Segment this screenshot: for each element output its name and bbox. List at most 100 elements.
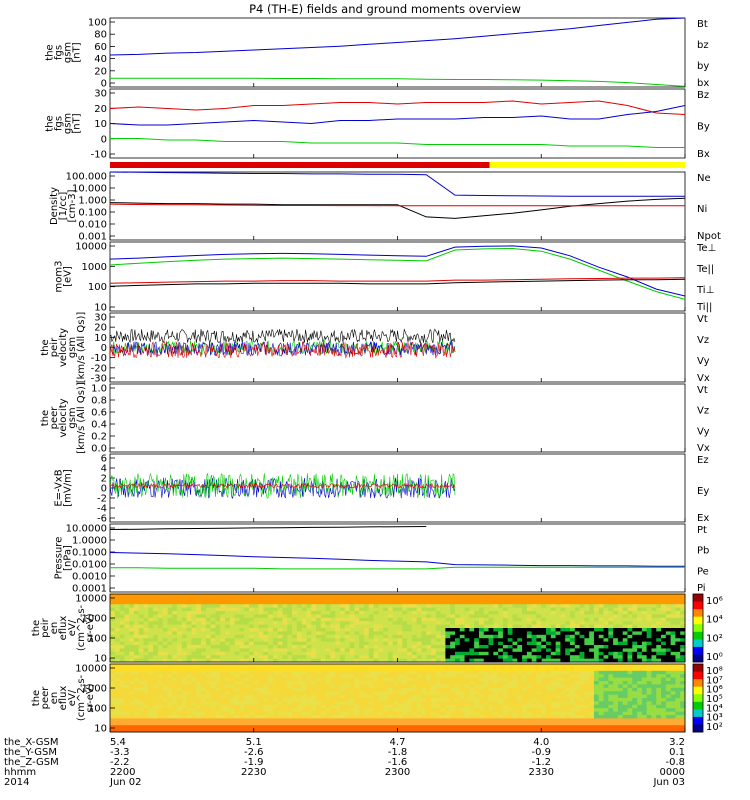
- heatmap-cell: [536, 684, 542, 689]
- heatmap-cell: [316, 708, 322, 713]
- heatmap-cell: [296, 617, 303, 622]
- heatmap-cell: [248, 681, 255, 685]
- heatmap-cell: [402, 638, 408, 643]
- panel-frame: [109, 241, 686, 312]
- heatmap-cell: [546, 725, 552, 730]
- heatmap-cell: [402, 614, 408, 619]
- heatmap-cell: [114, 597, 121, 602]
- heatmap-cell: [541, 611, 547, 615]
- heatmap-cell: [541, 658, 547, 663]
- heatmap-cell: [613, 638, 619, 643]
- heatmap-cell: [498, 725, 504, 730]
- heatmap-cell: [325, 715, 331, 719]
- heatmap-cell: [181, 614, 188, 619]
- heatmap-cell: [613, 674, 619, 679]
- heatmap-cell: [153, 684, 159, 689]
- heatmap-cell: [474, 617, 480, 622]
- heatmap-cell: [464, 634, 470, 639]
- heatmap-cell: [110, 624, 116, 629]
- heatmap-cell: [603, 687, 609, 692]
- heatmap-cell: [239, 624, 245, 629]
- heatmap-cell: [579, 691, 585, 696]
- heatmap-cell: [306, 677, 312, 682]
- heatmap-cell: [574, 641, 581, 646]
- heatmap-cell: [661, 704, 667, 709]
- heatmap-cell: [282, 634, 288, 639]
- heatmap-cell: [186, 728, 192, 733]
- heatmap-cell: [651, 718, 657, 723]
- heatmap-cell: [201, 677, 207, 682]
- heatmap-cell: [157, 594, 164, 598]
- heatmap-cell: [220, 634, 226, 639]
- heatmap-cell: [196, 698, 202, 702]
- heatmap-cell: [469, 621, 475, 626]
- heatmap-cell: [622, 628, 628, 632]
- heatmap-cell: [210, 634, 216, 639]
- heatmap-cell: [622, 607, 628, 612]
- heatmap-cell: [201, 684, 207, 689]
- heatmap-cell: [680, 645, 686, 649]
- heatmap-cell: [397, 655, 403, 660]
- y-axis-label: the: [45, 115, 56, 131]
- heatmap-cell: [392, 614, 398, 619]
- heatmap-cell: [277, 691, 283, 696]
- heatmap-cell: [172, 655, 178, 660]
- heatmap-cell: [248, 631, 255, 636]
- heatmap-cell: [186, 721, 192, 726]
- heatmap-cell: [349, 634, 355, 639]
- heatmap-cell: [287, 617, 293, 622]
- heatmap-cell: [603, 638, 609, 643]
- heatmap-cell: [119, 617, 125, 622]
- heatmap-cell: [373, 604, 379, 609]
- heatmap-cell: [177, 624, 183, 629]
- heatmap-cell: [387, 667, 394, 672]
- heatmap-cell: [574, 611, 581, 615]
- heatmap-cell: [455, 721, 461, 726]
- heatmap-cell: [148, 664, 154, 668]
- heatmap-cell: [541, 694, 547, 699]
- heatmap-cell: [656, 614, 662, 619]
- heatmap-cell: [593, 614, 600, 619]
- heatmap-cell: [311, 708, 317, 713]
- heatmap-cell: [138, 694, 145, 699]
- heatmap-cell: [488, 651, 494, 656]
- heatmap-cell: [378, 718, 384, 723]
- heatmap-cell: [656, 681, 662, 685]
- heatmap-cell: [340, 694, 346, 699]
- heatmap-cell: [344, 648, 351, 653]
- heatmap-cell: [593, 687, 600, 692]
- heatmap-cell: [541, 715, 547, 719]
- heatmap-cell: [522, 634, 528, 639]
- heatmap-cell: [402, 624, 408, 629]
- heatmap-cell: [210, 694, 216, 699]
- heatmap-cell: [344, 725, 351, 730]
- heatmap-cell: [373, 597, 379, 602]
- heatmap-cell: [617, 691, 624, 696]
- heatmap-cell: [641, 594, 648, 598]
- heatmap-cell: [474, 655, 480, 660]
- series-trace-Ez: [109, 482, 456, 489]
- heatmap-cell: [225, 667, 231, 672]
- heatmap-cell: [402, 677, 408, 682]
- heatmap-cell: [522, 718, 528, 723]
- heatmap-cell: [555, 621, 561, 626]
- heatmap-cell: [248, 624, 255, 629]
- heatmap-cell: [124, 691, 130, 696]
- heatmap-cell: [114, 631, 121, 636]
- heatmap-cell: [124, 628, 130, 632]
- heatmap-cell: [363, 600, 370, 605]
- heatmap-cell: [555, 670, 561, 675]
- heatmap-cell: [483, 651, 490, 656]
- heatmap-cell: [531, 621, 537, 626]
- heatmap-cell: [421, 641, 427, 646]
- heatmap-cell: [483, 621, 490, 626]
- heatmap-cell: [330, 634, 336, 639]
- heatmap-cell: [263, 687, 269, 692]
- heatmap-cell: [320, 701, 327, 706]
- heatmap-cell: [627, 594, 633, 598]
- heatmap-cell: [637, 684, 643, 689]
- heatmap-cell: [172, 631, 178, 636]
- heatmap-cell: [570, 614, 576, 619]
- heatmap-cell: [373, 711, 379, 716]
- heatmap-cell: [440, 694, 446, 699]
